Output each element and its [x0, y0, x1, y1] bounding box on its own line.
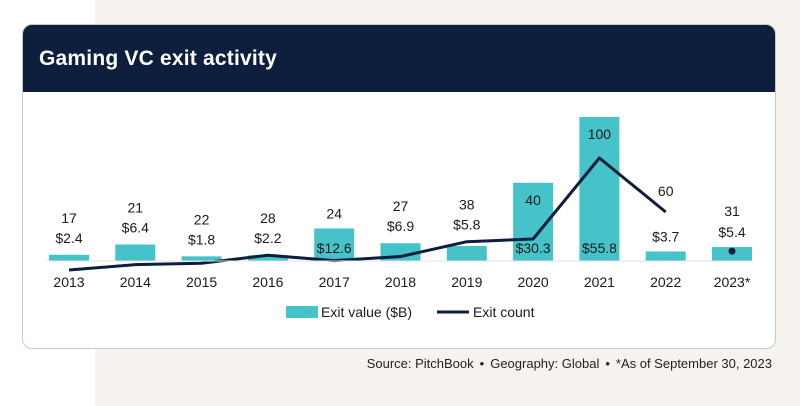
count-label: 60 — [658, 183, 674, 199]
count-label: 40 — [525, 192, 541, 208]
count-label: 21 — [128, 199, 144, 215]
x-tick-label: 2016 — [252, 274, 283, 290]
count-label: 22 — [194, 211, 210, 227]
value-label: $30.3 — [516, 240, 551, 256]
value-label: $12.6 — [317, 240, 352, 256]
x-tick-label: 2014 — [120, 274, 151, 290]
x-tick-label: 2017 — [319, 274, 350, 290]
source-note: Source: PitchBook • Geography: Global • *As … — [367, 356, 772, 371]
separator-dot: • — [480, 356, 485, 371]
value-label: $3.7 — [652, 228, 679, 244]
value-label: $5.4 — [718, 224, 745, 240]
bar — [447, 246, 487, 261]
count-label: 31 — [724, 203, 740, 219]
x-tick-label: 2018 — [385, 274, 416, 290]
bar — [115, 244, 155, 261]
source-text: Source: PitchBook — [367, 356, 474, 371]
value-label: $5.8 — [453, 217, 480, 233]
bar — [49, 255, 89, 261]
count-label: 100 — [588, 126, 612, 142]
count-label: 17 — [61, 210, 77, 226]
x-tick-label: 2015 — [186, 274, 217, 290]
value-label: $2.4 — [55, 230, 82, 246]
legend-swatch-bar — [286, 306, 318, 318]
legend-label: Exit value ($B) — [321, 304, 412, 320]
x-tick-label: 2021 — [584, 274, 615, 290]
x-tick-label: 2022 — [650, 274, 681, 290]
value-label: $2.2 — [254, 230, 281, 246]
value-label: $55.8 — [582, 240, 617, 256]
combo-chart: 17 $2.4 21 $6.4 22 $1.8 28 $2.2 24 $12.6 27 $6.9 38 $… — [23, 25, 775, 348]
count-label: 27 — [393, 198, 409, 214]
count-label: 24 — [326, 205, 342, 221]
legend-label: Exit count — [473, 304, 535, 320]
x-tick-label: 2019 — [451, 274, 482, 290]
x-tick-label: 2013 — [53, 274, 84, 290]
geography-text: Geography: Global — [490, 356, 599, 371]
footnote-text: *As of September 30, 2023 — [616, 356, 772, 371]
exit-count-line — [69, 158, 666, 270]
count-label: 28 — [260, 210, 276, 226]
value-label: $6.4 — [122, 219, 149, 235]
line-point — [729, 248, 736, 255]
bar — [646, 251, 686, 261]
value-label: $1.8 — [188, 231, 215, 247]
chart-card: Gaming VC exit activity 17 $2.4 21 $6.4 22 $1… — [22, 24, 776, 349]
x-tick-label: 2020 — [518, 274, 549, 290]
count-label: 38 — [459, 197, 475, 213]
value-label: $6.9 — [387, 218, 414, 234]
separator-dot: • — [605, 356, 610, 371]
x-tick-label: 2023* — [714, 274, 751, 290]
